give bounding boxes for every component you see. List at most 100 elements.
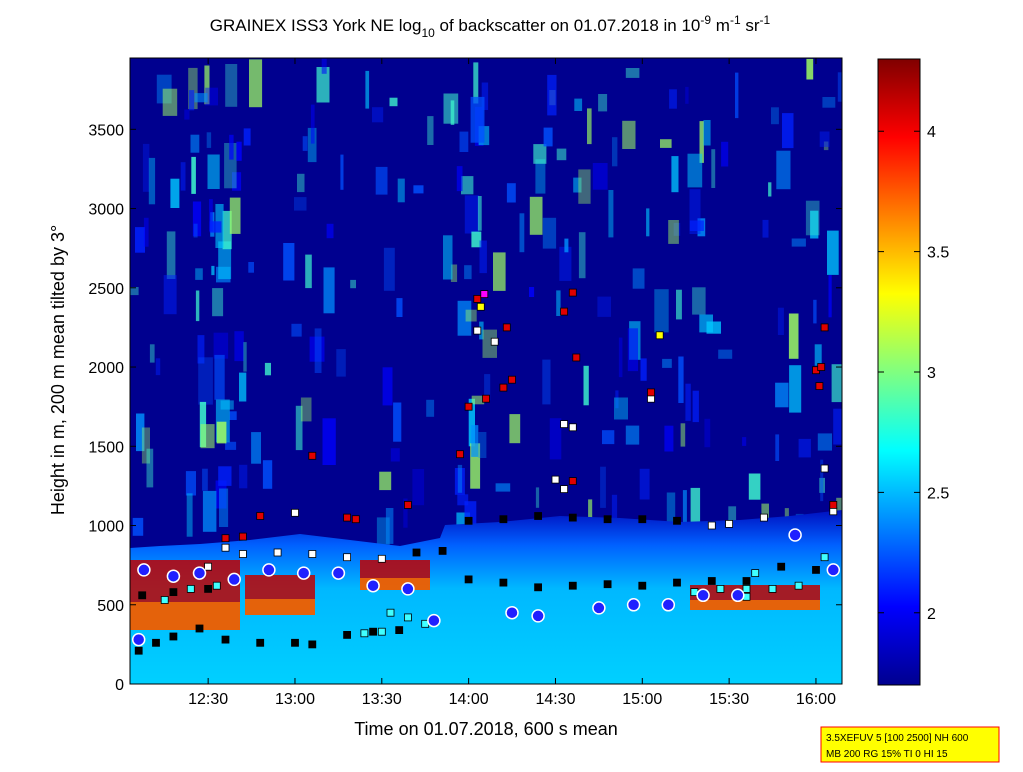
heatmap-cell: [493, 252, 506, 291]
marker-circle: [166, 569, 181, 583]
y-tick-label: 1500: [88, 439, 124, 456]
heatmap-cell: [828, 275, 832, 318]
heatmap-cell: [146, 448, 154, 488]
heatmap-cell: [798, 438, 811, 458]
heatmap-cell: [426, 399, 435, 417]
heatmap-cell: [383, 247, 395, 291]
marker-red: [820, 323, 829, 332]
heatmap-cell: [478, 432, 487, 458]
heatmap-cell: [831, 364, 842, 403]
heatmap-cell: [820, 459, 824, 502]
heatmap-cell: [711, 149, 716, 188]
x-tick-label: 15:30: [709, 691, 749, 708]
marker-cyan: [386, 608, 395, 617]
marker-cyan: [768, 585, 777, 593]
heatmap-cell: [592, 163, 608, 190]
colorbar-ticks: 2 2.5 3 3.5 4: [878, 124, 949, 623]
heatmap-cell: [130, 287, 139, 296]
heatmap-cell: [627, 328, 638, 372]
marker-black: [134, 646, 143, 655]
heatmap-cell: [163, 275, 177, 315]
heatmap-cell: [190, 134, 200, 153]
marker-black: [256, 638, 265, 647]
heatmap-cell: [692, 390, 699, 423]
heatmap-cell: [142, 143, 150, 192]
heatmap-cell: [209, 199, 213, 232]
marker-red: [308, 451, 317, 460]
heatmap-cell: [243, 342, 247, 372]
plot-frame: [129, 57, 843, 685]
heatmap-cell: [690, 487, 701, 536]
heatmap-cell: [213, 332, 229, 359]
heatmap-cell: [412, 469, 425, 506]
marker-black: [499, 578, 508, 587]
heatmap-cell: [365, 70, 370, 109]
x-tick-label: 13:30: [362, 691, 402, 708]
heatmap-cell: [326, 223, 334, 239]
marker-black: [152, 638, 160, 647]
heatmap-cell: [307, 127, 317, 163]
heatmap-cell: [454, 468, 465, 495]
heatmap-cell: [321, 58, 327, 74]
heatmap-cell: [202, 490, 217, 532]
heatmap-cell: [699, 121, 704, 163]
marker-yellow: [655, 331, 664, 340]
marker-cyan: [820, 553, 829, 562]
marker-black: [568, 581, 577, 590]
x-tick-label: 13:00: [275, 691, 315, 708]
marker-red: [647, 388, 655, 397]
marker-black: [464, 516, 473, 525]
marker-white: [204, 562, 213, 571]
detection-markers: [131, 288, 841, 655]
marker-white: [473, 326, 482, 335]
orange-band: [130, 602, 240, 630]
marker-white: [238, 550, 247, 558]
heatmap-cell: [185, 471, 196, 496]
heatmap-cell: [291, 323, 302, 337]
heatmap-cell: [464, 265, 472, 280]
heatmap-cell: [283, 243, 295, 281]
marker-white: [568, 423, 577, 432]
heatmap-cell: [556, 290, 561, 316]
y-tick-label: 1000: [88, 519, 124, 536]
heatmap-cell: [229, 134, 234, 160]
heatmap-cell: [229, 411, 237, 420]
heatmap-cell: [197, 335, 205, 364]
heatmap-cell: [673, 222, 681, 236]
heatmap-cell: [216, 421, 227, 444]
heatmap-cell: [249, 59, 263, 108]
marker-circle: [696, 588, 710, 603]
heatmap-cell: [689, 189, 701, 234]
x-tick-label: 14:00: [449, 691, 489, 708]
marker-cyan: [360, 629, 369, 638]
heatmap-cell: [588, 499, 593, 533]
heatmap-cell: [143, 217, 149, 247]
heatmap-cell: [822, 97, 836, 108]
heatmap-cell: [547, 74, 557, 116]
marker-white: [490, 337, 499, 346]
heatmap-cell: [819, 131, 830, 147]
marker-black: [777, 562, 786, 571]
heatmap-cell: [608, 190, 614, 238]
heatmap-cell: [559, 246, 572, 281]
marker-black: [534, 583, 542, 592]
heatmap-cell: [239, 372, 247, 402]
marker-circle: [262, 563, 276, 577]
heatmap-cell: [251, 432, 261, 464]
marker-red: [403, 500, 412, 509]
heatmap-cell: [806, 58, 814, 80]
marker-circle: [661, 598, 676, 612]
marker-circle: [192, 566, 207, 580]
heatmap-cell: [721, 141, 729, 167]
marker-white: [551, 475, 560, 484]
info-box-line1: 3.5XEFUV 5 [100 2500] NH 600: [826, 733, 969, 744]
marker-circle: [826, 563, 841, 577]
heatmap-cell: [305, 254, 312, 289]
heatmap-cell: [205, 87, 218, 106]
heatmap-cell: [789, 365, 802, 413]
marker-red: [560, 307, 568, 316]
marker-black: [812, 566, 820, 574]
heatmap-cell: [678, 356, 684, 403]
heatmap-cell: [704, 418, 711, 448]
y-tick-label: 3500: [88, 122, 124, 139]
